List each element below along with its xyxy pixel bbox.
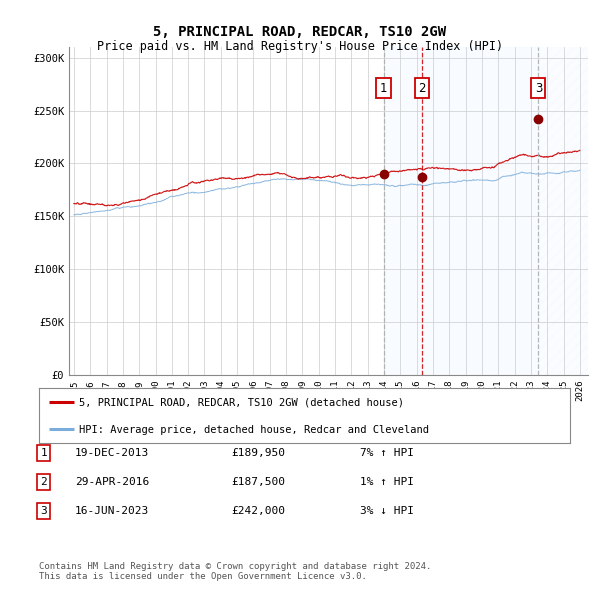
Text: 1% ↑ HPI: 1% ↑ HPI bbox=[360, 477, 414, 487]
Text: 2: 2 bbox=[418, 81, 426, 94]
Text: 5, PRINCIPAL ROAD, REDCAR, TS10 2GW: 5, PRINCIPAL ROAD, REDCAR, TS10 2GW bbox=[154, 25, 446, 39]
Text: 1: 1 bbox=[40, 448, 47, 458]
Text: 7% ↑ HPI: 7% ↑ HPI bbox=[360, 448, 414, 458]
Text: £242,000: £242,000 bbox=[231, 506, 285, 516]
Text: 3% ↓ HPI: 3% ↓ HPI bbox=[360, 506, 414, 516]
Text: 19-DEC-2013: 19-DEC-2013 bbox=[75, 448, 149, 458]
Bar bbox=[422, 47, 538, 375]
Text: £189,950: £189,950 bbox=[231, 448, 285, 458]
Bar bbox=[383, 47, 422, 375]
Text: 5, PRINCIPAL ROAD, REDCAR, TS10 2GW (detached house): 5, PRINCIPAL ROAD, REDCAR, TS10 2GW (det… bbox=[79, 398, 404, 408]
Text: HPI: Average price, detached house, Redcar and Cleveland: HPI: Average price, detached house, Redc… bbox=[79, 425, 429, 435]
Bar bbox=[538, 47, 588, 375]
Text: 1: 1 bbox=[380, 81, 387, 94]
Text: 2: 2 bbox=[40, 477, 47, 487]
Text: 3: 3 bbox=[40, 506, 47, 516]
Text: £187,500: £187,500 bbox=[231, 477, 285, 487]
Text: 3: 3 bbox=[535, 81, 542, 94]
Text: Price paid vs. HM Land Registry's House Price Index (HPI): Price paid vs. HM Land Registry's House … bbox=[97, 40, 503, 53]
Text: Contains HM Land Registry data © Crown copyright and database right 2024.
This d: Contains HM Land Registry data © Crown c… bbox=[39, 562, 431, 581]
Text: 16-JUN-2023: 16-JUN-2023 bbox=[75, 506, 149, 516]
Text: 29-APR-2016: 29-APR-2016 bbox=[75, 477, 149, 487]
